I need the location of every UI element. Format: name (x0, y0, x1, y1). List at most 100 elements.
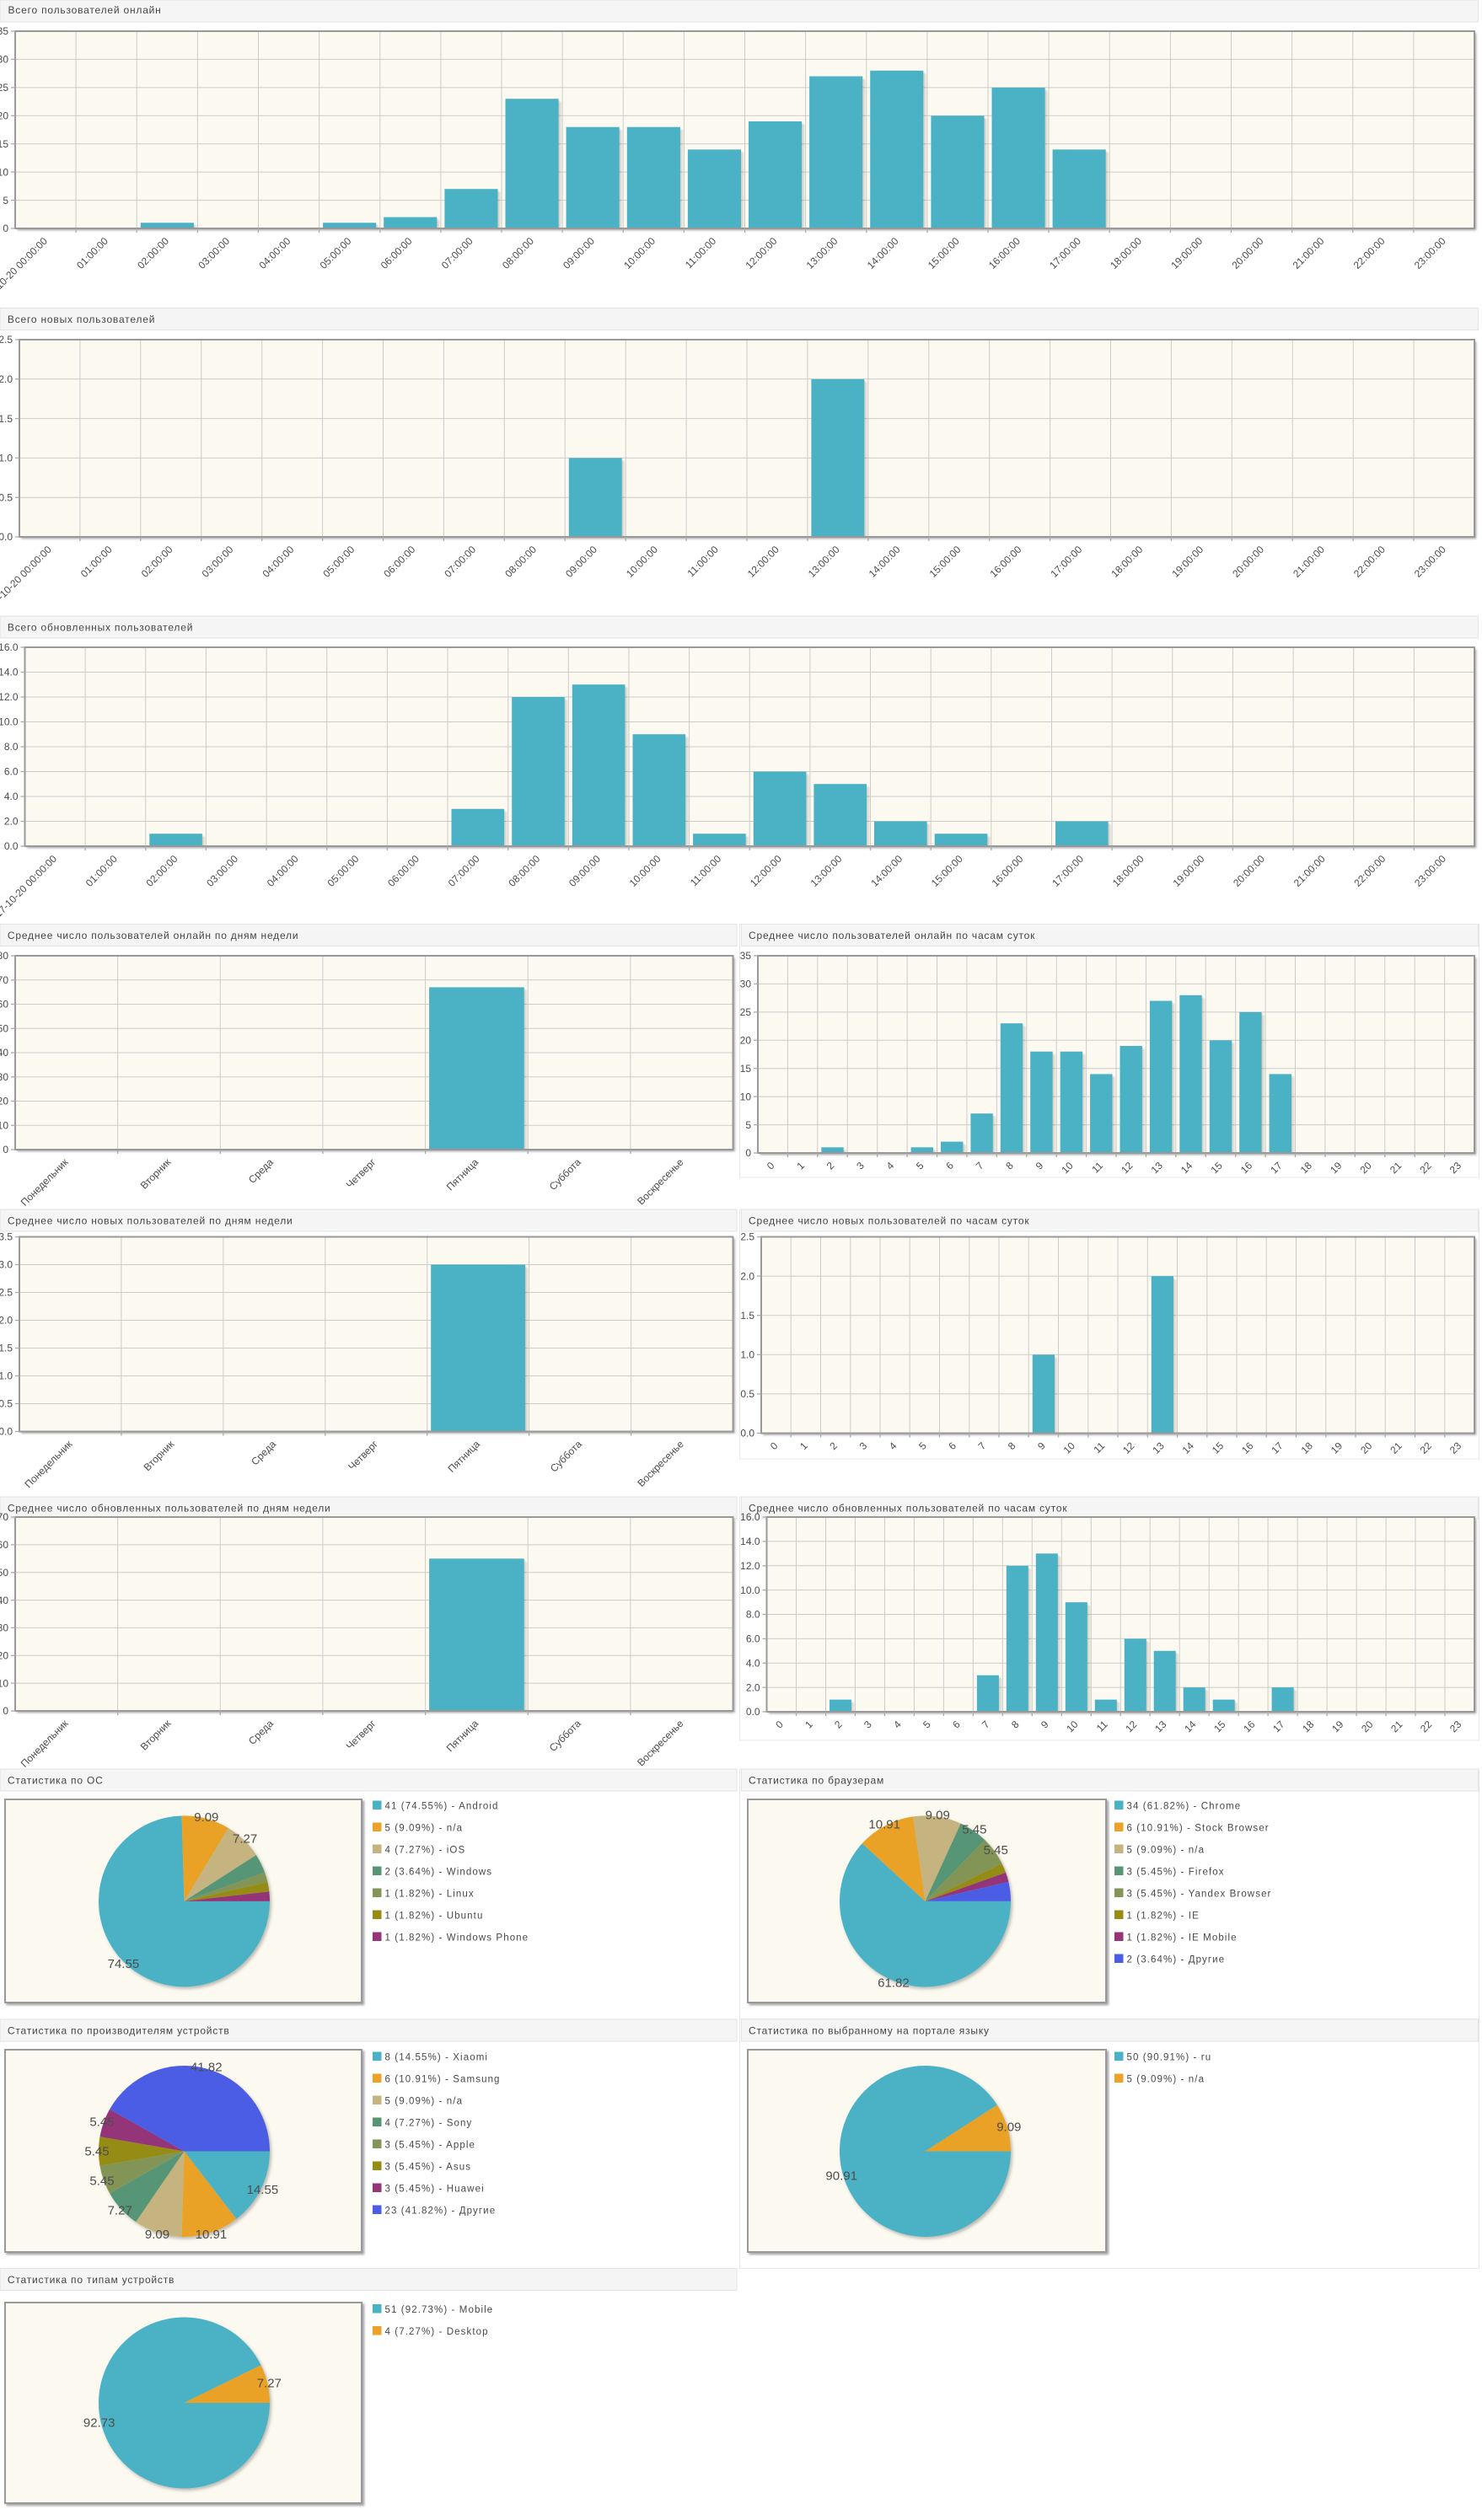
svg-text:4 (7.27%) - iOS: 4 (7.27%) - iOS (385, 1845, 466, 1855)
svg-text:60: 60 (0, 1539, 8, 1551)
svg-text:10.0: 10.0 (740, 1584, 760, 1596)
svg-text:2 (3.64%) - Другие: 2 (3.64%) - Другие (1127, 1954, 1226, 1965)
svg-text:5: 5 (3, 195, 8, 206)
svg-text:1.0: 1.0 (0, 1370, 13, 1382)
svg-text:12.0: 12.0 (0, 691, 19, 703)
svg-text:0.0: 0.0 (4, 840, 19, 852)
svg-text:0.5: 0.5 (0, 491, 13, 503)
svg-text:70: 70 (0, 1511, 8, 1523)
svg-text:2.5: 2.5 (0, 334, 13, 346)
svg-text:5 (9.09%) - n/a: 5 (9.09%) - n/a (385, 2096, 464, 2106)
svg-text:41.82: 41.82 (191, 2060, 223, 2074)
svg-text:7.27: 7.27 (233, 1832, 257, 1847)
svg-text:35: 35 (740, 950, 752, 962)
svg-text:51 (92.73%) - Mobile: 51 (92.73%) - Mobile (385, 2305, 494, 2315)
svg-text:3 (5.45%) - Firefox: 3 (5.45%) - Firefox (1127, 1867, 1225, 1877)
svg-text:1.0: 1.0 (740, 1349, 754, 1361)
svg-text:14.0: 14.0 (0, 667, 19, 678)
svg-text:15: 15 (740, 1063, 752, 1075)
svg-text:6 (10.91%) - Stock Browser: 6 (10.91%) - Stock Browser (1127, 1823, 1270, 1833)
svg-text:50: 50 (0, 1567, 8, 1579)
svg-text:14.55: 14.55 (247, 2183, 279, 2197)
svg-text:1 (1.82%) - Ubuntu: 1 (1.82%) - Ubuntu (385, 1911, 484, 1921)
svg-text:3.0: 3.0 (0, 1259, 13, 1271)
svg-text:9.09: 9.09 (194, 1810, 218, 1825)
svg-text:6.0: 6.0 (746, 1633, 760, 1645)
svg-text:3 (5.45%) - Apple: 3 (5.45%) - Apple (385, 2140, 476, 2150)
svg-text:20: 20 (0, 1096, 8, 1107)
svg-text:10: 10 (0, 1677, 8, 1689)
svg-text:70: 70 (0, 974, 8, 986)
svg-text:16.0: 16.0 (0, 641, 19, 653)
svg-text:10.0: 10.0 (0, 716, 19, 728)
svg-text:20: 20 (0, 1650, 8, 1662)
svg-text:7.27: 7.27 (108, 2204, 132, 2218)
svg-text:20: 20 (0, 110, 8, 122)
svg-text:2.5: 2.5 (0, 1287, 13, 1299)
svg-text:10: 10 (0, 166, 8, 178)
svg-text:15: 15 (0, 138, 8, 150)
svg-text:4 (7.27%) - Desktop: 4 (7.27%) - Desktop (385, 2327, 489, 2337)
svg-text:10.91: 10.91 (196, 2228, 228, 2242)
svg-text:5.45: 5.45 (984, 1843, 1008, 1858)
svg-text:Статистика по ОС: Статистика по ОС (8, 1774, 104, 1786)
svg-text:2.5: 2.5 (740, 1231, 754, 1243)
svg-text:Статистика по выбранному на по: Статистика по выбранному на портале язык… (749, 2024, 990, 2036)
svg-text:Среднее число обновленных поль: Среднее число обновленных пользователей … (749, 1502, 1067, 1514)
svg-text:Среднее число новых пользовате: Среднее число новых пользователей по час… (749, 1214, 1029, 1226)
svg-text:6.0: 6.0 (4, 766, 19, 778)
svg-text:80: 80 (0, 950, 8, 962)
svg-text:8.0: 8.0 (4, 741, 19, 753)
svg-text:0.0: 0.0 (746, 1706, 760, 1718)
svg-text:9.09: 9.09 (996, 2120, 1021, 2134)
svg-text:8 (14.55%) - Xiaomi: 8 (14.55%) - Xiaomi (385, 2052, 489, 2062)
svg-text:74.55: 74.55 (108, 1957, 140, 1971)
svg-text:34 (61.82%) - Chrome: 34 (61.82%) - Chrome (1127, 1801, 1242, 1811)
svg-text:0: 0 (3, 1144, 8, 1155)
svg-text:10: 10 (740, 1091, 752, 1102)
svg-text:1 (1.82%) - Windows Phone: 1 (1.82%) - Windows Phone (385, 1933, 529, 1943)
svg-text:Статистика по типам устройств: Статистика по типам устройств (8, 2274, 175, 2286)
svg-text:2.0: 2.0 (4, 816, 19, 828)
svg-text:61.82: 61.82 (878, 1976, 910, 1990)
svg-text:25: 25 (0, 82, 8, 94)
svg-text:0: 0 (3, 1705, 8, 1717)
svg-text:Всего новых пользователей: Всего новых пользователей (8, 314, 155, 325)
svg-text:30: 30 (740, 979, 752, 990)
svg-text:30: 30 (0, 54, 8, 66)
svg-text:3 (5.45%) - Huawei: 3 (5.45%) - Huawei (385, 2184, 485, 2194)
svg-text:Среднее число пользователей он: Среднее число пользователей онлайн по дн… (8, 930, 298, 941)
svg-text:0.0: 0.0 (0, 531, 13, 543)
svg-text:40: 40 (0, 1595, 8, 1606)
svg-text:30: 30 (0, 1622, 8, 1634)
svg-text:16.0: 16.0 (740, 1511, 760, 1523)
svg-text:20: 20 (740, 1035, 752, 1047)
svg-text:2.0: 2.0 (740, 1270, 754, 1282)
svg-text:50: 50 (0, 1023, 8, 1035)
svg-text:60: 60 (0, 999, 8, 1011)
svg-text:0: 0 (3, 223, 8, 234)
svg-text:0.5: 0.5 (740, 1388, 754, 1400)
svg-text:7.27: 7.27 (257, 2377, 282, 2391)
svg-text:35: 35 (0, 25, 8, 37)
svg-text:40: 40 (0, 1047, 8, 1059)
svg-text:23 (41.82%) - Другие: 23 (41.82%) - Другие (385, 2206, 497, 2216)
svg-text:5.45: 5.45 (89, 2115, 114, 2130)
svg-text:5.45: 5.45 (962, 1822, 986, 1836)
svg-text:5 (9.09%) - n/a: 5 (9.09%) - n/a (1127, 2074, 1205, 2084)
svg-text:1 (1.82%) - Linux: 1 (1.82%) - Linux (385, 1889, 475, 1899)
svg-text:1.5: 1.5 (740, 1310, 754, 1322)
svg-text:5 (9.09%) - n/a: 5 (9.09%) - n/a (1127, 1845, 1205, 1855)
svg-text:2.0: 2.0 (0, 1315, 13, 1327)
svg-text:14.0: 14.0 (740, 1536, 760, 1547)
svg-text:92.73: 92.73 (83, 2415, 115, 2430)
svg-text:12.0: 12.0 (740, 1560, 760, 1572)
svg-text:90.91: 90.91 (825, 2169, 857, 2184)
svg-text:1.0: 1.0 (0, 453, 13, 464)
svg-text:0.5: 0.5 (0, 1398, 13, 1410)
svg-text:4 (7.27%) - Sony: 4 (7.27%) - Sony (385, 2118, 473, 2128)
svg-text:5 (9.09%) - n/a: 5 (9.09%) - n/a (385, 1823, 464, 1833)
svg-text:3 (5.45%) - Asus: 3 (5.45%) - Asus (385, 2162, 472, 2172)
svg-text:2.0: 2.0 (0, 373, 13, 385)
svg-text:9.09: 9.09 (145, 2228, 169, 2242)
